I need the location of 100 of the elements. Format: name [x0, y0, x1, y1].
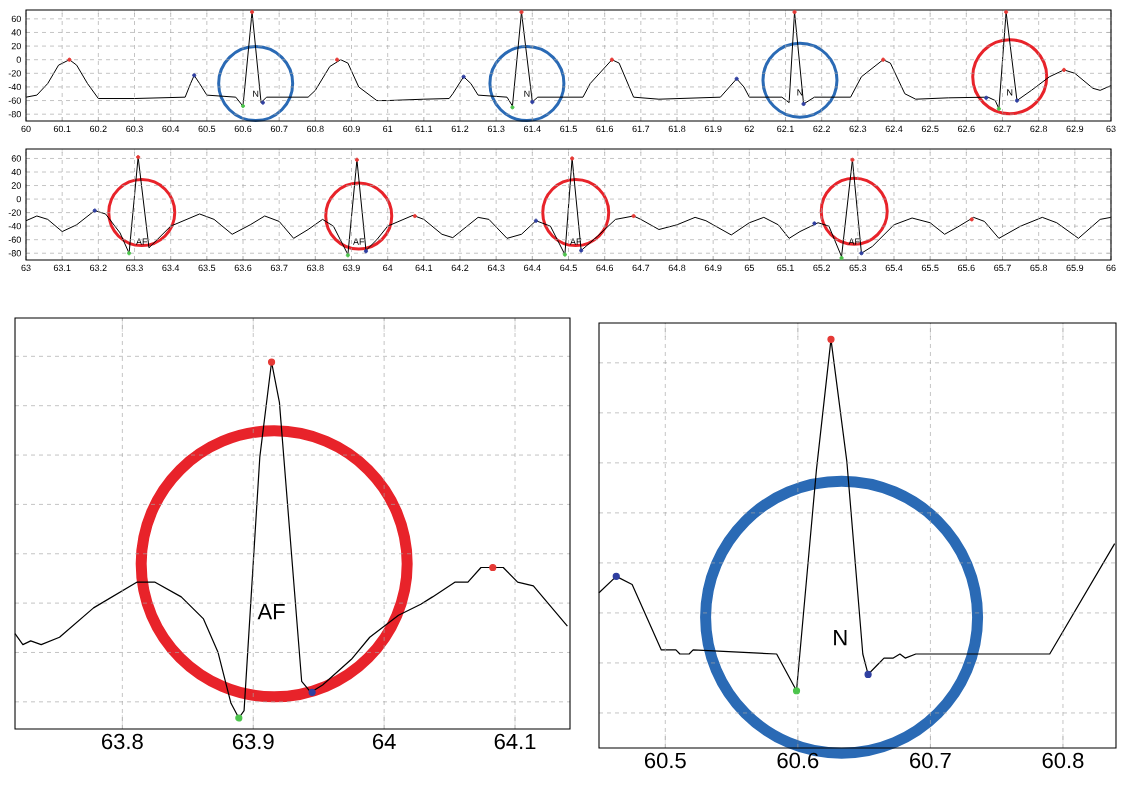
point: [489, 563, 497, 572]
x-tick-label: 62.7: [994, 125, 1011, 133]
y-tick-label: -40: [8, 83, 21, 91]
x-tick-label: 62.9: [1066, 125, 1084, 133]
x-tick-label: 63.4: [162, 264, 180, 272]
point: [126, 251, 132, 256]
point: [308, 688, 316, 696]
point: [839, 255, 844, 261]
y-tick-label: 60: [11, 155, 21, 162]
y-tick-label: -60: [8, 97, 21, 104]
annotation: AF: [136, 238, 148, 245]
point: [354, 157, 360, 162]
x-tick-label: 63.2: [90, 264, 107, 272]
point: [579, 248, 584, 253]
x-tick-label: 64.4: [524, 264, 541, 272]
point: [267, 358, 276, 366]
x-tick-label: 64.5: [560, 264, 577, 272]
point: [260, 100, 265, 105]
point: [92, 208, 97, 213]
point: [249, 9, 255, 15]
y-tick-label: -80: [8, 111, 21, 118]
x-tick-label: 65.6: [958, 264, 975, 272]
y-tick-label: 20: [11, 182, 21, 189]
x-tick-label: 60.6: [777, 752, 819, 769]
y-tick-label: 0: [16, 195, 21, 203]
x-tick-label: 60.4: [162, 125, 180, 133]
x-tick-label: 62.3: [849, 125, 867, 133]
x-tick-label: 61.8: [668, 125, 686, 133]
x-tick-label: 64.9: [704, 264, 722, 272]
x-tick-label: 60.3: [126, 125, 143, 133]
x-tick-label: 64.8: [668, 264, 686, 272]
y-tick-label: 40: [11, 168, 21, 176]
x-tick-label: 61.6: [596, 125, 614, 133]
x-tick-label: 63: [1106, 125, 1116, 133]
x-tick-label: 64.6: [596, 264, 614, 272]
x-tick-label: 62.5: [921, 125, 939, 133]
point: [1014, 98, 1020, 103]
y-tick-label: -60: [8, 236, 21, 243]
x-tick-label: 63.8: [307, 264, 324, 272]
x-tick-label: 60.5: [198, 125, 216, 133]
y-tick-label: 0: [16, 56, 21, 63]
x-tick-label: 64.3: [487, 264, 505, 272]
x-tick-label: 65.3: [849, 264, 867, 272]
x-tick-label: 63.8: [102, 733, 143, 750]
point: [612, 572, 620, 580]
point: [235, 714, 243, 722]
point: [631, 213, 636, 219]
point: [334, 57, 340, 62]
x-tick-label: 64.2: [451, 264, 469, 272]
y-tick-label: 40: [11, 29, 21, 36]
point: [570, 156, 575, 161]
y-tick-label: -40: [8, 222, 21, 230]
x-tick-label: 63.1: [53, 264, 71, 272]
x-tick-label: 62.2: [813, 125, 830, 133]
annotation: N: [1007, 89, 1013, 96]
point: [412, 213, 417, 219]
x-tick-label: 60.8: [307, 125, 324, 133]
y-tick-label: -20: [8, 70, 21, 77]
x-tick-label: 61.5: [560, 125, 577, 133]
x-tick-label: 66: [1106, 264, 1116, 272]
point: [461, 74, 466, 79]
x-tick-label: 64.1: [415, 264, 433, 272]
point: [345, 253, 350, 258]
y-tick-label: -80: [8, 250, 21, 257]
x-tick-label: 61.4: [524, 125, 541, 133]
x-tick-label: 61.7: [632, 125, 650, 133]
x-tick-label: 60.6: [234, 125, 252, 133]
point: [136, 155, 141, 160]
point: [1004, 9, 1009, 15]
x-tick-label: 65.2: [813, 264, 830, 272]
point: [510, 105, 515, 110]
point: [609, 57, 614, 62]
x-tick-label: 65.8: [1030, 264, 1048, 272]
x-tick-label: 63.5: [198, 264, 216, 272]
x-tick-label: 60.1: [53, 125, 71, 133]
point: [240, 103, 246, 109]
x-tick-label: 60.8: [1042, 752, 1084, 769]
annotation: N: [834, 630, 847, 646]
x-tick-label: 64.7: [632, 264, 650, 272]
x-tick-label: 64: [373, 733, 396, 750]
x-tick-label: 60.7: [270, 125, 288, 133]
x-tick-label: 65.1: [777, 264, 794, 272]
x-tick-label: 65: [744, 264, 754, 272]
point: [850, 157, 855, 162]
x-tick-label: 62.4: [885, 125, 903, 133]
x-tick-label: 64.1: [494, 733, 536, 750]
x-tick-label: 65.5: [921, 264, 939, 272]
point: [812, 221, 817, 226]
point: [792, 9, 797, 15]
point: [533, 218, 539, 223]
x-tick-label: 61: [383, 125, 393, 133]
x-tick-label: 61.2: [451, 125, 469, 133]
point: [969, 217, 974, 222]
x-tick-label: 63: [21, 264, 31, 272]
point: [67, 57, 72, 62]
y-tick-label: -20: [8, 209, 21, 216]
point: [562, 252, 567, 257]
point: [881, 57, 886, 62]
point: [859, 251, 864, 256]
x-tick-label: 60.2: [90, 125, 107, 133]
